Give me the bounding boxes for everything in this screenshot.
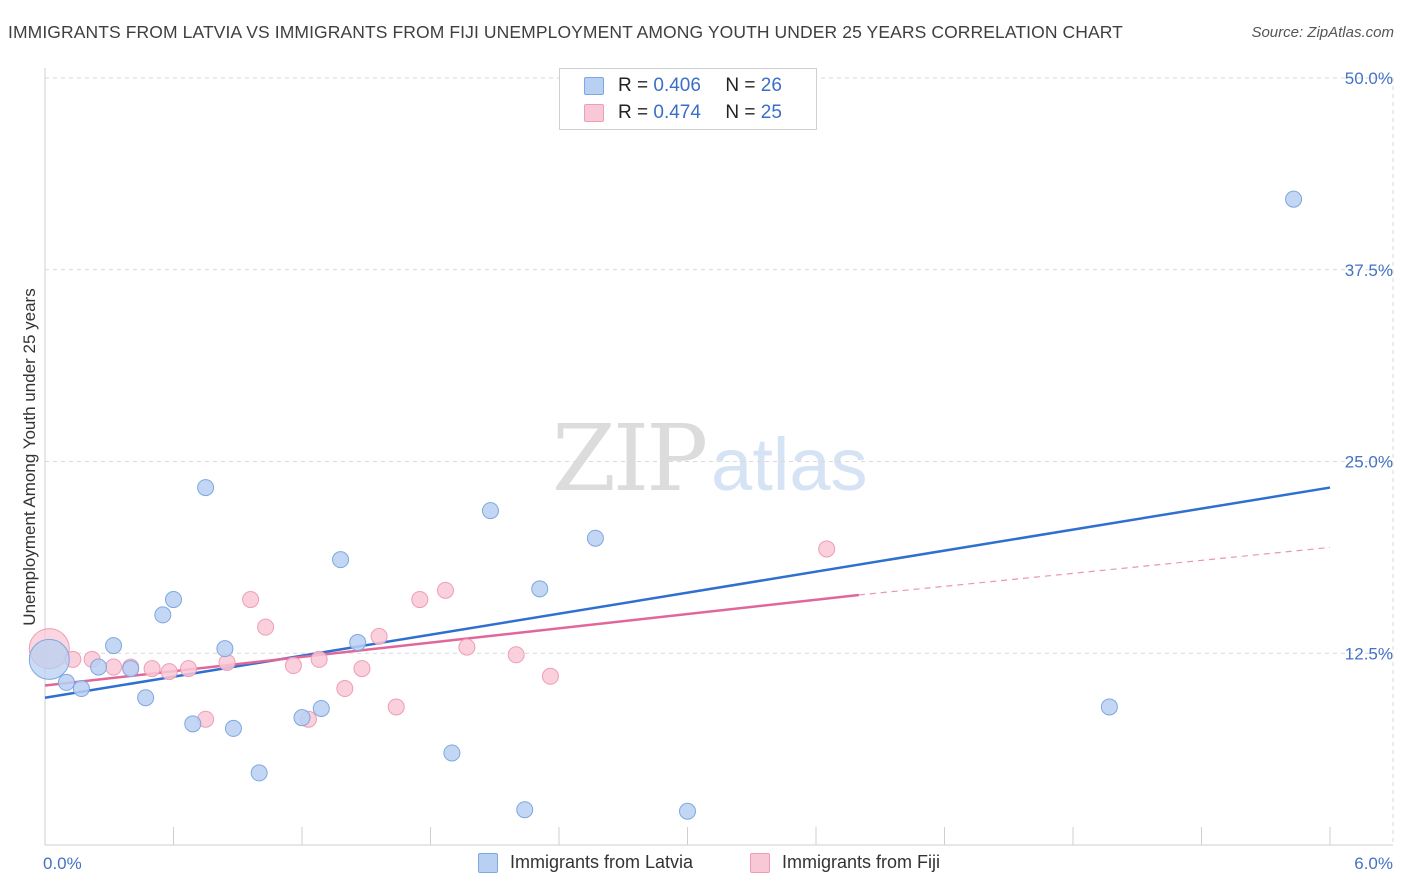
y-tick-label: 25.0% [1345,453,1393,472]
legend-swatch-fiji [584,104,604,122]
source-label: Source: ZipAtlas.com [1251,24,1394,41]
x-tick-label: 0.0% [43,854,82,873]
latvia-point [679,802,696,820]
y-axis-label: Unemployment Among Youth under 25 years [20,288,39,626]
grid [45,77,1394,845]
legend-row-latvia: R = 0.406 N = 26 [584,73,782,99]
latvia-point [586,529,604,547]
fiji-point [353,660,371,678]
latvia-point [531,580,549,598]
latvia-point [154,606,172,624]
latvia-trend-line [44,486,1331,699]
latvia-point [1100,698,1118,716]
fiji-point [160,663,178,681]
y-tick-label: 50.0% [1345,69,1393,88]
fiji-point [436,581,454,599]
bottom-legend-fiji: Immigrants from Fiji [750,852,940,873]
fiji-point [458,638,476,656]
x-tick-label: 6.0% [1354,854,1393,873]
legend-n-value-latvia: 26 [760,75,782,96]
latvia-point [184,715,202,733]
latvia-point [137,689,155,707]
fiji-point [541,667,559,685]
latvia-point [57,673,75,691]
latvia-point [122,660,140,678]
fiji-point [507,646,525,664]
fiji-point [179,660,197,678]
legend-r-value-fiji: 0.474 [653,102,701,123]
legend-n-value-fiji: 25 [760,102,782,123]
latvia-point [293,709,311,727]
fiji-point [105,658,123,676]
legend-n-label: N = [725,102,756,123]
legend-row-fiji: R = 0.474 N = 25 [584,100,782,126]
fiji-point [818,540,836,558]
legend-r-label: R = [618,75,649,96]
chart-title: IMMIGRANTS FROM LATVIA VS IMMIGRANTS FRO… [8,22,1123,42]
bottom-legend-swatch-fiji [750,852,770,873]
latvia-point [224,719,242,737]
latvia-point [481,502,499,520]
fiji-point [336,680,354,698]
latvia-point [349,634,367,652]
fiji-point [284,657,302,675]
fiji-point [143,660,161,678]
tick-labels: 12.5% 25.0% 37.5% 50.0% 0.0% 6.0% [43,69,1393,873]
fiji-point [411,591,429,609]
axes [44,68,1393,846]
latvia-point [516,801,534,819]
latvia-point [105,637,123,655]
bottom-legend-label-latvia: Immigrants from Latvia [510,852,694,872]
trend-lines [44,486,1331,699]
bottom-legend-label-fiji: Immigrants from Fiji [782,852,941,872]
fiji-point [387,698,405,716]
y-tick-label: 37.5% [1345,261,1393,280]
correlation-legend: R = 0.406 N = 26 R = 0.474 N = 25 [559,68,817,130]
bottom-legend-swatch-latvia [478,852,498,873]
data-points [28,190,1303,820]
latvia-point [165,591,182,609]
latvia-point [197,479,215,497]
latvia-point [1285,190,1303,208]
latvia-point [90,658,108,676]
latvia-point [312,699,330,717]
latvia-point [443,744,461,762]
y-tick-label: 12.5% [1345,644,1393,663]
bottom-legend-latvia: Immigrants from Latvia [478,852,693,873]
legend-swatch-latvia [584,77,604,95]
fiji-trend-extension [858,546,1331,596]
latvia-point [332,551,350,569]
latvia-point [250,764,268,782]
latvia-point [72,680,90,698]
legend-r-label: R = [618,102,649,123]
latvia-point [216,640,234,658]
fiji-point [370,627,388,645]
fiji-point [310,650,328,668]
fiji-point [242,591,260,609]
latvia-point [28,638,70,680]
fiji-point [257,618,275,636]
legend-r-value-latvia: 0.406 [653,75,701,96]
legend-n-label: N = [725,75,756,96]
